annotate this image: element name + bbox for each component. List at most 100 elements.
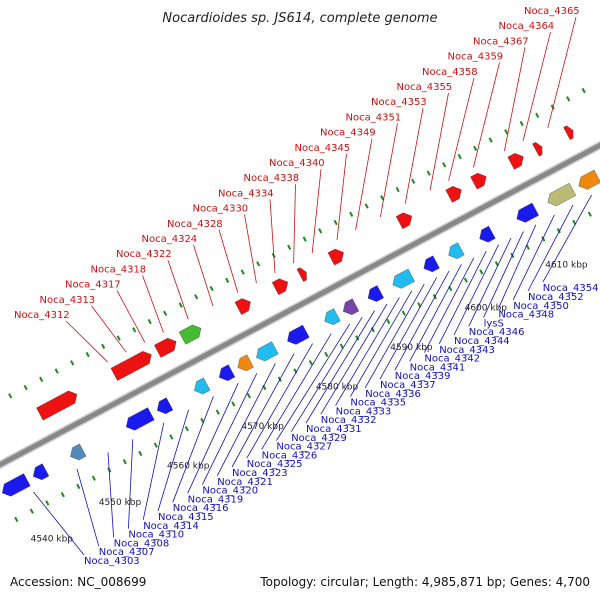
forward-tick-mark (70, 360, 75, 366)
forward-tick-mark (566, 96, 571, 102)
kbp-label: 4610 kbp (545, 260, 588, 270)
reverse-gene-label: Noca_4344 (454, 336, 510, 347)
accession-text: Accession: NC_008699 (10, 575, 146, 589)
genome-summary-text: Topology: circular; Length: 4,985,871 bp… (259, 575, 590, 589)
forward-strand-genes (36, 125, 574, 421)
kbp-label: 4590 kbp (390, 343, 433, 353)
reverse-gene-label: Noca_4332 (321, 415, 377, 426)
reverse-gene-label: Noca_4331 (306, 424, 362, 435)
genome-backbone (0, 140, 600, 470)
forward-leader-line (244, 214, 257, 283)
reverse-gene-arrow (126, 407, 155, 431)
forward-leader-line (167, 260, 189, 320)
forward-tick-mark (473, 145, 478, 151)
reverse-leader-line (246, 343, 313, 459)
forward-tick-mark (163, 310, 168, 316)
reverse-leader-line (409, 264, 462, 362)
forward-leader-line (473, 62, 500, 168)
forward-gene-arrow (507, 153, 524, 170)
reverse-gene-label: Noca_4316 (173, 503, 229, 514)
reverse-gene-label: Noca_4343 (439, 345, 495, 356)
reverse-tick-mark (45, 500, 50, 506)
reverse-tick-mark (14, 516, 19, 523)
reverse-leader-line (305, 310, 375, 424)
forward-tick-mark (178, 302, 183, 308)
reverse-leader-line (542, 194, 592, 283)
reverse-tick-mark (386, 318, 391, 325)
forward-gene-label: Noca_4359 (448, 52, 504, 63)
forward-gene-label: Noca_4355 (397, 82, 453, 93)
forward-leader-line (547, 16, 577, 128)
reverse-gene-label: Noca_4303 (84, 556, 140, 567)
forward-tick-mark (364, 203, 369, 209)
reverse-gene-label: Noca_4308 (114, 538, 170, 549)
reverse-leader-line (335, 297, 400, 406)
reverse-gene-label: Noca_4325 (247, 459, 303, 470)
reverse-leader-line (453, 244, 499, 336)
forward-tick-mark (209, 285, 214, 292)
reverse-gene-label: Noca_4350 (513, 301, 569, 312)
forward-tick-mark (256, 261, 261, 267)
reverse-tick-mark (541, 236, 546, 242)
reverse-leader-line (157, 409, 189, 512)
kbp-label: 4600 kbp (465, 303, 508, 313)
forward-tick-mark (504, 129, 509, 135)
reverse-tick-mark (479, 269, 484, 275)
forward-leader-line (311, 168, 322, 254)
reverse-gene-label: lysS (484, 318, 504, 329)
reverse-gene-arrow (157, 397, 174, 414)
forward-gene-label: Noca_4351 (346, 112, 402, 123)
reverse-tick-mark (138, 450, 143, 457)
reverse-gene-label: Noca_4310 (128, 530, 184, 541)
reverse-gene-arrow (219, 364, 236, 381)
kbp-label: 4550 kbp (99, 498, 142, 508)
reverse-gene-label: Noca_4319 (188, 494, 244, 505)
reverse-tick-mark (463, 277, 468, 283)
forward-tick-mark (519, 120, 524, 127)
forward-tick-mark (23, 384, 28, 391)
backbone-line (0, 142, 600, 468)
reverse-gene-label: Noca_4346 (469, 327, 525, 338)
forward-gene-label: Noca_4364 (499, 21, 555, 32)
reverse-gene-label: Noca_4320 (202, 486, 258, 497)
forward-tick-mark (581, 87, 586, 94)
forward-gene-label: Noca_4330 (193, 204, 249, 215)
reverse-tick-mark (587, 211, 592, 217)
reverse-leader-line (231, 353, 295, 468)
reverse-gene-label: Noca_4307 (99, 547, 155, 558)
reverse-leader-line (350, 290, 413, 397)
forward-tick-mark (132, 327, 137, 333)
forward-tick-mark (8, 393, 13, 399)
forward-gene-label: Noca_4353 (371, 97, 427, 108)
forward-gene-label: Noca_4324 (142, 234, 198, 245)
forward-gene-arrow (154, 337, 177, 358)
forward-gene-label: Noca_4338 (244, 173, 300, 184)
reverse-gene-label: Noca_4337 (380, 380, 436, 391)
forward-gene-label: Noca_4367 (473, 36, 529, 47)
reverse-gene-arrow (423, 255, 440, 273)
reverse-leader-line (33, 491, 85, 556)
reverse-gene-arrow (194, 377, 211, 395)
reverse-gene-arrow (287, 324, 310, 345)
forward-tick-mark (457, 153, 462, 160)
forward-gene-arrow (271, 278, 288, 296)
reverse-tick-mark (153, 442, 158, 448)
reverse-tick-mark (324, 351, 329, 358)
reverse-gene-label: Noca_4323 (232, 468, 288, 479)
forward-leader-line (355, 138, 373, 231)
forward-leader-line (218, 229, 239, 293)
reverse-gene-label: Noca_4321 (217, 477, 273, 488)
forward-tick-mark (85, 351, 90, 358)
forward-gene-arrow (327, 248, 344, 266)
reverse-gene-label: Noca_4327 (276, 442, 332, 453)
reverse-leader-line (216, 363, 276, 476)
forward-tick-mark (411, 178, 416, 184)
reverse-tick-mark (122, 459, 127, 465)
reverse-gene-label: Noca_4315 (158, 512, 214, 523)
reverse-leader-line (394, 270, 450, 371)
reverse-leader-line (468, 237, 512, 327)
forward-tick-mark (116, 335, 121, 341)
forward-gene-arrow (110, 351, 152, 381)
forward-gene-arrow (395, 212, 412, 230)
forward-tick-mark (395, 186, 400, 193)
